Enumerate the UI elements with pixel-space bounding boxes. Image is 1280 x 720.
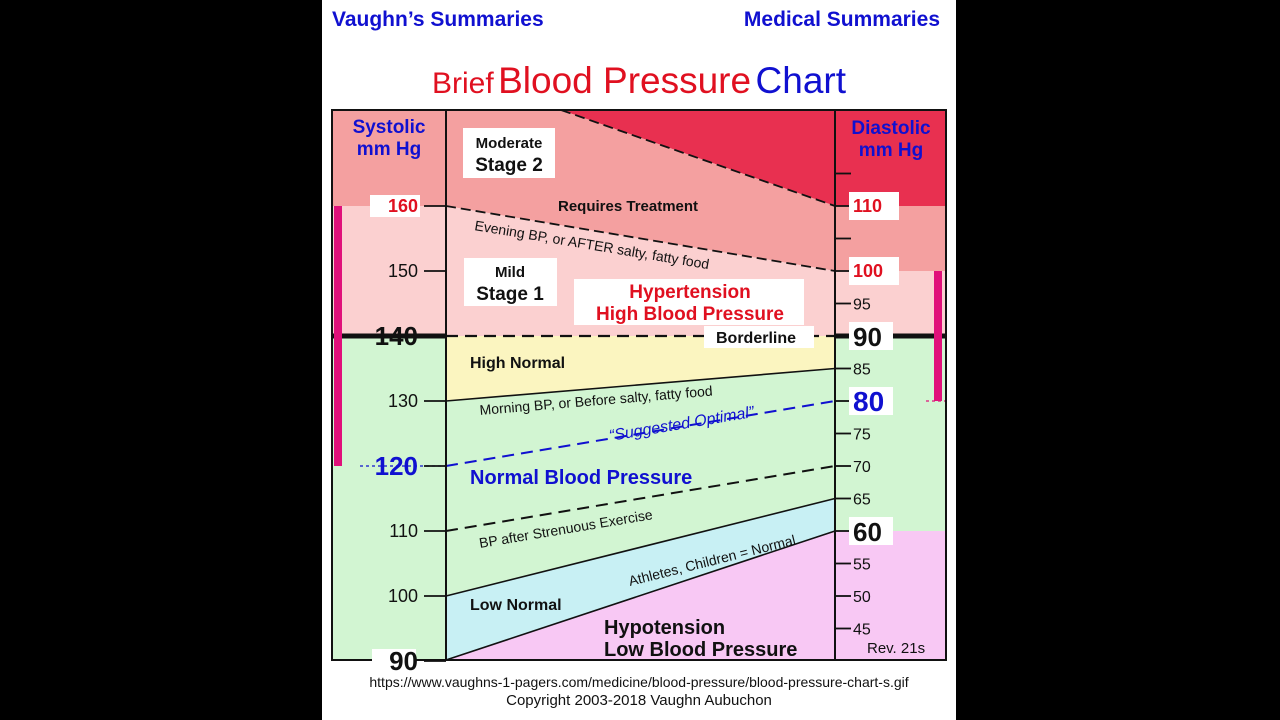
diastolic-label-box bbox=[849, 322, 893, 350]
chart-border bbox=[331, 109, 947, 661]
header-right-title: Medical Summaries bbox=[743, 8, 940, 31]
diastolic-label-box bbox=[849, 257, 899, 285]
right-band-hypotension bbox=[835, 531, 946, 660]
systolic-tick-label: 150 bbox=[388, 261, 418, 281]
zone-low-normal bbox=[446, 498, 835, 660]
title-part-3: Chart bbox=[755, 60, 847, 101]
diastolic-tick-label: 85 bbox=[853, 362, 871, 379]
line-morning-bp bbox=[445, 367, 836, 402]
left-band-normal bbox=[332, 336, 446, 660]
diastolic-title-line2: mm Hg bbox=[859, 140, 923, 161]
mild-label-2: Stage 1 bbox=[476, 284, 544, 305]
systolic-hypertension-bar bbox=[334, 206, 342, 466]
moderate-label-box bbox=[463, 128, 555, 178]
diastolic-label-box bbox=[849, 517, 893, 545]
revision-label: Rev. 21s bbox=[867, 640, 925, 657]
high-normal-label: High Normal bbox=[470, 355, 565, 372]
hypertension-label-box bbox=[574, 279, 804, 325]
chart-sheet: Vaughn’s Summaries Medical Summaries Bri… bbox=[322, 0, 956, 720]
diastolic-tick-label: 75 bbox=[853, 427, 871, 444]
systolic-label-box bbox=[370, 195, 420, 217]
diastolic-tick-label: 90 bbox=[853, 322, 882, 352]
right-band-severe bbox=[835, 110, 946, 206]
diastolic-tick-label: 50 bbox=[853, 589, 871, 606]
systolic-tick-label: 100 bbox=[388, 586, 418, 606]
systolic-tick-label: 90 bbox=[389, 646, 418, 676]
hypotension-label-1: Hypotension bbox=[604, 617, 725, 639]
diastolic-tick-label: 95 bbox=[853, 297, 871, 314]
diastolic-hypertension-bar bbox=[934, 271, 942, 401]
left-band-stage2 bbox=[332, 110, 446, 206]
diastolic-tick-label: 100 bbox=[853, 261, 883, 281]
line-athletes bbox=[445, 497, 836, 597]
systolic-tick-label: 120 bbox=[375, 451, 418, 481]
systolic-tick-label: 130 bbox=[388, 391, 418, 411]
requires-treatment-label: Requires Treatment bbox=[558, 198, 698, 215]
hypertension-label-1: Hypertension bbox=[629, 282, 750, 303]
diastolic-tick-label: 110 bbox=[853, 196, 882, 216]
systolic-title-line1: Systolic bbox=[353, 117, 426, 138]
moderate-label-2: Stage 2 bbox=[475, 155, 543, 176]
right-band-normal bbox=[835, 336, 946, 531]
systolic-tick-label: 160 bbox=[388, 196, 418, 216]
zone-normal bbox=[446, 368, 835, 596]
line-low-normal bbox=[445, 530, 836, 661]
diastolic-tick-label: 70 bbox=[853, 459, 871, 476]
systolic-tick-label: 140 bbox=[375, 321, 418, 351]
line-evening-bp bbox=[445, 205, 836, 272]
diastolic-title-line1: Diastolic bbox=[851, 118, 931, 139]
line-requires-treatment bbox=[560, 109, 836, 207]
copyright: Copyright 2003-2018 Vaughn Aubuchon bbox=[506, 692, 772, 709]
diastolic-tick-label: 60 bbox=[853, 517, 882, 547]
line-strenuous-exercise bbox=[445, 465, 836, 532]
normal-bp-label: Normal Blood Pressure bbox=[470, 467, 692, 489]
title-part-1: Brief bbox=[431, 67, 494, 100]
systolic-tick-label: 110 bbox=[389, 521, 418, 541]
hypotension-label-2: Low Blood Pressure bbox=[604, 639, 797, 661]
page-title: Brief Blood Pressure Chart bbox=[322, 60, 956, 102]
diastolic-tick-label: 80 bbox=[853, 386, 884, 417]
hypertension-label-2: High Blood Pressure bbox=[596, 304, 784, 325]
diastolic-tick-label: 65 bbox=[853, 492, 871, 509]
title-part-2: Blood Pressure bbox=[498, 60, 752, 101]
borderline-label: Borderline bbox=[716, 330, 796, 347]
systolic-title-line2: mm Hg bbox=[357, 139, 421, 160]
diastolic-label-box bbox=[849, 192, 899, 220]
line-suggested-optimal bbox=[445, 400, 836, 467]
low-normal-label: Low Normal bbox=[470, 597, 562, 614]
borderline-label-box bbox=[704, 326, 814, 348]
header-left-title: Vaughn’s Summaries bbox=[332, 8, 544, 31]
mild-label-box bbox=[464, 258, 557, 306]
diastolic-label-box bbox=[849, 387, 893, 415]
moderate-label-1: Moderate bbox=[476, 135, 543, 152]
zone-high-normal bbox=[446, 336, 835, 401]
diastolic-tick-label: 45 bbox=[853, 622, 871, 639]
source-url: https://www.vaughns-1-pagers.com/medicin… bbox=[369, 674, 909, 690]
diastolic-tick-label: 55 bbox=[853, 557, 871, 574]
systolic-label-box bbox=[372, 649, 416, 665]
mild-label-1: Mild bbox=[495, 264, 525, 281]
